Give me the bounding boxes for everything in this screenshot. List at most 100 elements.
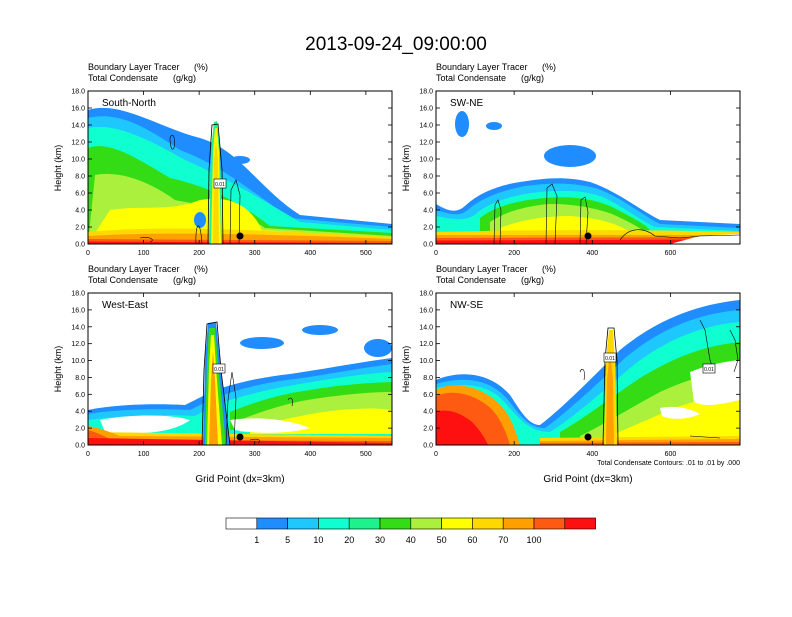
x-tick-label: 300 [249,451,261,458]
colorbar-label: 70 [498,535,508,545]
y-tick-label: 16.0 [419,106,433,113]
contour-label-box [212,363,226,374]
panel-header-condensate-unit: (g/kg) [173,275,196,285]
x-ticks: 0 200 400 600 [434,91,676,257]
plot-frame [435,292,741,446]
colorbar-swatch [318,517,350,530]
contour-label: 0.01 [605,356,615,362]
colorbar-label: 5 [285,535,290,545]
y-tick-label: 16.0 [71,106,85,113]
x-tick-label: 500 [360,451,372,458]
panel-west-east: Boundary Layer Tracer (%) Total Condensa… [53,264,393,485]
y-tick-label: 14.0 [419,123,433,130]
y-tick-label: 10.0 [419,358,433,365]
y-tick-label: 16.0 [419,307,433,314]
colorbar-label: 50 [437,535,447,545]
colorbar: 1 5 10 20 30 40 50 60 70 100 [225,517,596,545]
y-axis-label: Height (km) [401,145,411,192]
y-tick-label: 8.0 [423,375,433,382]
y-tick-label: 4.0 [423,409,433,416]
colorbar-swatch [287,517,319,530]
y-tick-label: 2.0 [75,426,85,433]
colorbar-swatch [533,517,566,530]
panel-header-tracer-unit: (%) [194,264,208,274]
y-tick-label: 10.0 [419,157,433,164]
colorbar-swatch [256,517,288,530]
plot-frame [87,90,393,245]
panel-header-tracer-unit: (%) [542,62,556,72]
y-tick-label: 10.0 [71,157,85,164]
y-tick-label: 18.0 [419,89,433,96]
x-ticks: 0 100 200 300 400 500 [86,91,372,257]
y-ticks: 0.0 2.0 4.0 6.0 8.0 10.0 12.0 14.0 16.0 18.0 [71,291,392,450]
colorbar-label: 10 [313,535,323,545]
x-ticks: 0 200 400 600 [434,293,676,458]
contour-label: 0.01 [704,367,714,373]
y-tick-label: 2.0 [75,225,85,232]
panel-header-tracer-label: Boundary Layer Tracer [88,264,180,274]
panel-header-condensate-label: Total Condensate [88,275,158,285]
y-tick-label: 8.0 [75,174,85,181]
x-tick-label: 200 [508,250,520,257]
x-tick-label: 600 [665,451,677,458]
colorbar-swatch [379,517,412,530]
panel-header-tracer-unit: (%) [542,264,556,274]
contour-label-box [603,352,617,363]
panel-header-tracer-label: Boundary Layer Tracer [88,62,180,72]
y-tick-label: 12.0 [419,140,433,147]
colorbar-label: 100 [526,535,541,545]
y-ticks: 0.0 2.0 4.0 6.0 8.0 10.0 12.0 14.0 16.0 18.0 [419,291,740,450]
y-tick-label: 14.0 [71,324,85,331]
y-tick-label: 6.0 [75,392,85,399]
y-tick-label: 4.0 [75,208,85,215]
y-tick-label: 4.0 [75,409,85,416]
colorbar-label: 40 [406,535,416,545]
y-tick-label: 12.0 [419,341,433,348]
panel-header-condensate-unit: (g/kg) [173,73,196,83]
y-tick-label: 6.0 [423,191,433,198]
panel-header-condensate-unit: (g/kg) [521,275,544,285]
panel-header-tracer-unit: (%) [194,62,208,72]
x-tick-label: 400 [304,250,316,257]
y-tick-label: 8.0 [423,174,433,181]
x-axis-label: Grid Point (dx=3km) [543,474,632,485]
y-tick-label: 14.0 [71,123,85,130]
panel-label: South-North [102,98,156,109]
y-tick-label: 6.0 [423,392,433,399]
colorbar-swatch [225,517,258,530]
panel-header-tracer-label: Boundary Layer Tracer [436,62,528,72]
x-tick-label: 100 [138,451,150,458]
heatmap-field [88,293,392,445]
contour-note: Total Condensate Contours: .01 to .01 by… [597,460,740,467]
panel-label: NW-SE [450,300,483,311]
panel-label: SW-NE [450,98,483,109]
y-axis-label: Height (km) [53,145,63,192]
y-tick-label: 0.0 [423,443,433,450]
panel-sw-ne: Boundary Layer Tracer (%) Total Condensa… [401,62,741,257]
plot-frame [87,292,393,446]
colorbar-swatch [410,517,442,530]
panel-south-north: Boundary Layer Tracer (%) Total Condensa… [53,62,393,257]
panel-header-condensate-label: Total Condensate [88,73,158,83]
contour-label: 0.01 [214,367,224,373]
colorbar-label: 60 [467,535,477,545]
heatmap-field [436,91,740,244]
x-ticks: 0 100 200 300 400 500 [86,293,372,458]
contour-label-box [702,363,716,374]
y-tick-label: 4.0 [423,208,433,215]
y-tick-label: 14.0 [419,324,433,331]
panel-header-condensate-label: Total Condensate [436,275,506,285]
y-axis-label: Height (km) [53,346,63,393]
y-tick-label: 18.0 [71,89,85,96]
x-tick-label: 300 [249,250,261,257]
location-marker [236,433,244,441]
main-title: 2013-09-24_09:00:00 [305,34,487,55]
y-tick-label: 2.0 [423,426,433,433]
y-ticks: 0.0 2.0 4.0 6.0 8.0 10.0 12.0 14.0 16.0 18.0 [419,89,740,249]
colorbar-swatch [472,517,504,530]
heatmap-field [436,293,740,445]
colorbar-label: 20 [344,535,354,545]
location-marker [236,232,244,240]
x-tick-label: 400 [586,250,598,257]
y-tick-label: 6.0 [75,191,85,198]
